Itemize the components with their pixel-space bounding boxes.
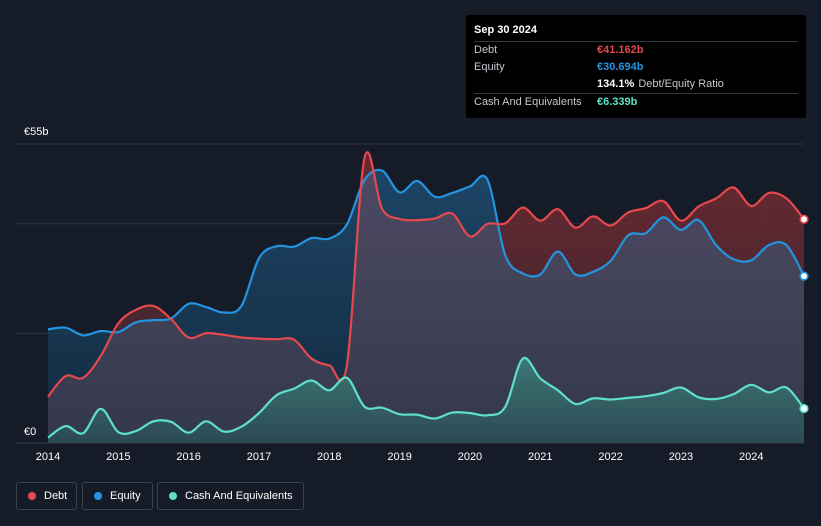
legend-equity-label: Equity [110,490,141,502]
data-tooltip: Sep 30 2024 Debt €41.162b Equity €30.694… [466,15,806,118]
legend-debt[interactable]: Debt [16,482,77,510]
x-tick-label: 2020 [458,451,482,463]
x-tick-label: 2021 [528,451,552,463]
equity-end-marker [799,271,809,281]
equity-dot-icon [94,492,102,500]
tooltip-debt-row: Debt €41.162b [474,41,798,59]
cash-dot-icon [169,492,177,500]
equity-line [47,168,805,337]
tooltip-equity-row: Equity €30.694b [474,59,798,76]
x-tick-label: 2022 [598,451,622,463]
debt-dot-icon [28,492,36,500]
tooltip-debt-value: €41.162b [597,44,644,56]
tooltip-cash-row: Cash And Equivalents €6.339b [474,93,798,111]
x-tick-label: 2014 [36,451,60,463]
legend-cash[interactable]: Cash And Equivalents [157,482,304,510]
x-tick-label: 2024 [739,451,763,463]
series-end-markers [799,214,809,414]
debt-line [47,151,805,398]
x-tick-label: 2016 [176,451,200,463]
series-lines [47,151,805,439]
x-tick-label: 2015 [106,451,130,463]
cash-area [48,357,804,443]
tooltip-equity-value: €30.694b [597,61,644,73]
overlap-area [48,169,804,443]
tooltip-cash-value: €6.339b [597,96,638,108]
legend-equity[interactable]: Equity [82,482,153,510]
tooltip-debt-label: Debt [474,44,498,56]
x-tick-label: 2023 [669,451,693,463]
x-tick-label: 2019 [387,451,411,463]
debt-end-marker [799,214,809,224]
tooltip-ratio-label: Debt/Equity Ratio [638,78,724,90]
tooltip-date: Sep 30 2024 [474,24,537,36]
axis-labels: 2014 2015 2016 2017 2018 2019 2020 2021 2022 2023… [24,126,763,463]
tooltip-ratio-value: 134.1% [597,78,635,90]
legend-cash-label: Cash And Equivalents [185,490,293,502]
tooltip-ratio-row: 134.1% Debt/Equity Ratio [474,76,798,93]
y-tick-label-bottom: €0 [24,426,36,438]
tooltip-equity-label: Equity [474,61,505,73]
cash-line [47,356,805,439]
tooltip-cash-label: Cash And Equivalents [474,96,582,108]
y-tick-label-top: €55b [24,126,48,138]
series-areas [48,152,804,443]
x-tick-label: 2018 [317,451,341,463]
cash-end-marker [799,403,809,414]
x-tick-label: 2017 [247,451,271,463]
tooltip-ratio-spacer [474,76,597,93]
legend-debt-label: Debt [44,490,68,502]
